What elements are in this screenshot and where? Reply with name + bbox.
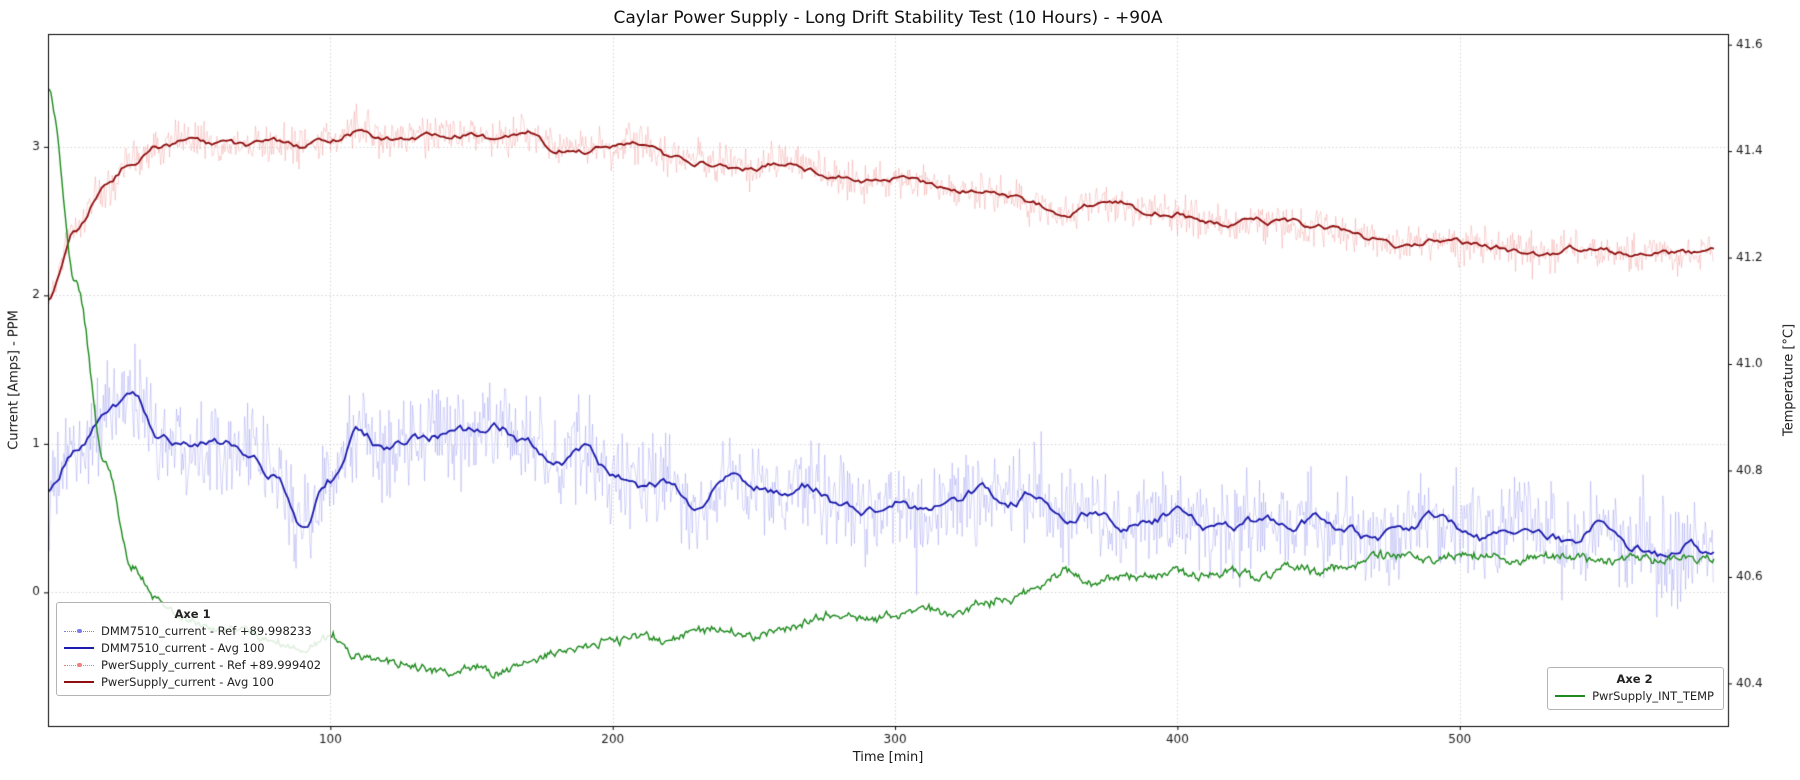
legend-entry-dmm-avg: DMM7510_current - Avg 100	[64, 641, 321, 656]
line-sample-temp-icon	[1555, 692, 1586, 702]
chart-title: Caylar Power Supply - Long Drift Stabili…	[613, 8, 1163, 28]
legend-label-dmm-ref: DMM7510_current - Ref +89.998233	[101, 624, 312, 639]
legend-label-temp: PwrSupply_INT_TEMP	[1592, 689, 1714, 704]
legend-axe1-title: Axe 1	[174, 607, 211, 622]
legend-entry-psu-avg: PwerSupply_current - Avg 100	[64, 675, 321, 690]
x-axis-label: Time [min]	[852, 750, 924, 765]
sample-marker	[77, 662, 82, 668]
legend-axe1: Axe 1 DMM7510_current - Ref +89.998233 D…	[56, 602, 332, 696]
right-y-axis-label: Temperature [°C]	[1781, 323, 1797, 437]
legend-label-dmm-avg: DMM7510_current - Avg 100	[101, 641, 265, 656]
legend-label-psu-avg: PwerSupply_current - Avg 100	[101, 675, 274, 690]
legend-entry-psu-ref: PwerSupply_current - Ref +89.999402	[64, 658, 321, 673]
sample-marker	[77, 628, 82, 634]
sample-line	[64, 647, 94, 650]
sample-line	[1555, 695, 1586, 698]
line-sample-psu-ref-icon	[64, 661, 94, 671]
legend-axe2: Axe 2 PwrSupply_INT_TEMP	[1547, 667, 1724, 710]
line-sample-dmm-avg-icon	[64, 644, 94, 654]
legend-label-psu-ref: PwerSupply_current - Ref +89.999402	[101, 658, 322, 673]
sample-line	[64, 681, 94, 684]
left-y-axis-label: Current [Amps] - PPM	[6, 310, 22, 450]
legend-entry-temp: PwrSupply_INT_TEMP	[1555, 689, 1714, 704]
line-sample-dmm-ref-icon	[64, 627, 94, 637]
legend-axe2-title: Axe 2	[1616, 672, 1653, 687]
legend-entry-dmm-ref: DMM7510_current - Ref +89.998233	[64, 624, 321, 639]
line-sample-psu-avg-icon	[64, 678, 94, 688]
